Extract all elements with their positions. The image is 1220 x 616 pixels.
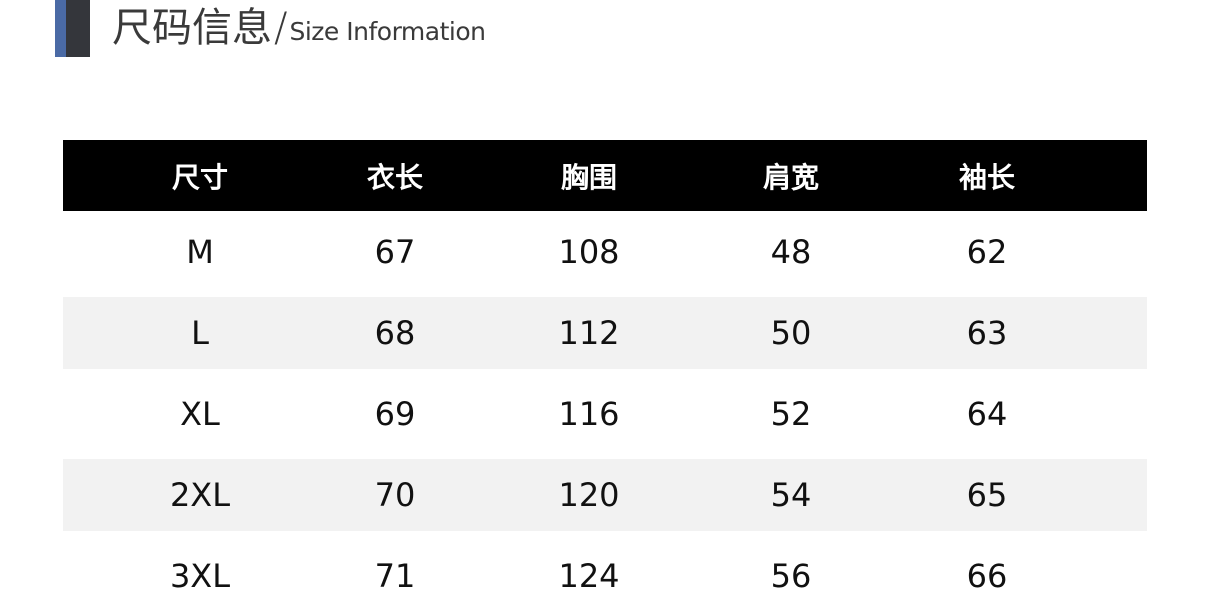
table-cell: 64 [966,394,1008,433]
size-table: 尺寸 衣长 胸围 肩宽 袖长 M 67 108 48 62 L 68 112 50 63 XL 69 1… [63,140,1147,616]
table-cell: 70 [374,476,416,514]
table-cell: 67 [374,232,416,271]
table-row: 3XL 71 124 56 66 [63,535,1147,616]
table-cell: 2XL [169,476,231,514]
table-cell: 108 [558,232,620,271]
table-cell: 69 [374,394,416,433]
column-header: 尺寸 [171,160,229,194]
accent-bar [55,0,66,57]
table-cell: 124 [558,556,620,595]
table-cell: 66 [966,556,1008,595]
table-cell: 54 [770,476,812,514]
table-cell: 56 [770,556,812,595]
column-header: 肩宽 [762,160,820,194]
table-cell: XL [180,394,220,433]
title-bar [66,0,90,57]
table-cell: 65 [966,476,1008,514]
table-row: XL 69 116 52 64 [63,373,1147,454]
table-cell: 50 [770,314,812,352]
page-title: 尺码信息 / Size Information [112,0,486,52]
table-row: 2XL 70 120 54 65 [63,459,1147,531]
table-cell: 120 [558,476,620,514]
table-cell: 3XL [169,556,231,595]
title-separator: / [274,5,288,51]
table-cell: 71 [374,556,416,595]
column-header: 衣长 [366,160,424,194]
table-cell: M [186,232,214,271]
column-header: 袖长 [958,160,1016,194]
table-cell: L [191,314,209,352]
column-header: 胸围 [560,160,618,194]
table-row: M 67 108 48 62 [63,211,1147,292]
table-cell: 48 [770,232,812,271]
table-row: L 68 112 50 63 [63,297,1147,369]
table-cell: 116 [558,394,620,433]
table-cell: 52 [770,394,812,433]
table-cell: 63 [966,314,1008,352]
table-header: 尺寸 衣长 胸围 肩宽 袖长 [63,140,1147,211]
table-cell: 62 [966,232,1008,271]
title-cn: 尺码信息 [112,5,272,51]
table-cell: 112 [558,314,620,352]
table-cell: 68 [374,314,416,352]
title-en: Size Information [289,17,486,46]
